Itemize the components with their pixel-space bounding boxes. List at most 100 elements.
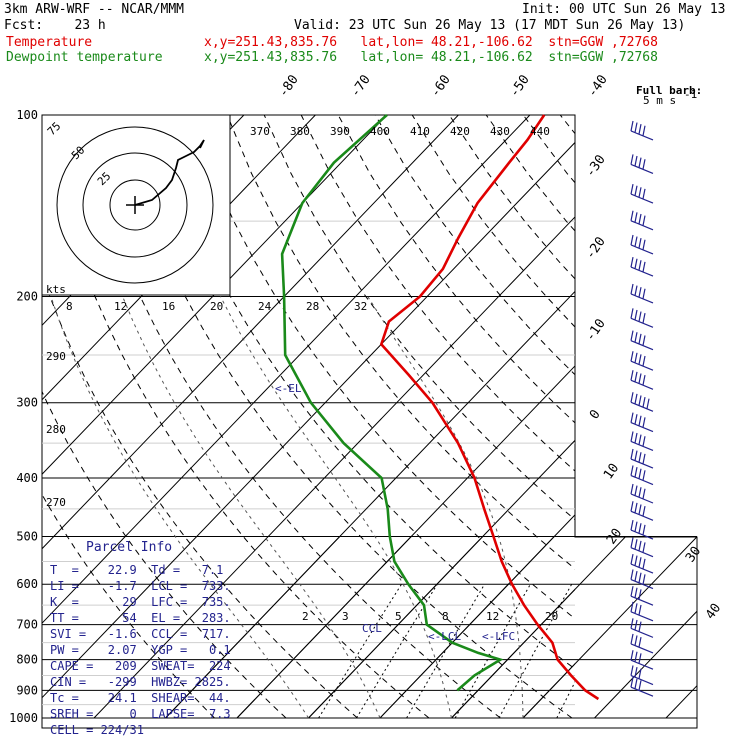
wind-barb-flag <box>642 125 646 136</box>
wind-barb-flag <box>642 542 646 553</box>
barb-legend-unit-exponent: -1 <box>684 88 697 101</box>
wind-barb <box>630 412 654 433</box>
wind-barb-staff <box>630 643 654 654</box>
wind-barb-staff <box>630 674 654 686</box>
wind-barb-flag <box>630 448 634 460</box>
wind-barb <box>630 569 654 590</box>
sounding-annotation: <-LCL <box>428 630 461 643</box>
dry-adiabat-line <box>189 115 575 620</box>
wind-barb-flag <box>638 523 642 534</box>
wind-barb-flag <box>638 653 642 664</box>
wind-barb-flag <box>638 487 642 498</box>
wind-barb <box>630 351 654 371</box>
isotherm-line <box>236 537 412 719</box>
pressure-tick-label: 500 <box>16 529 38 543</box>
isotherm-line <box>42 115 531 624</box>
mixing-ratio-line <box>454 583 531 719</box>
hodograph-ring <box>56 126 214 284</box>
wind-barb-flag <box>638 621 642 632</box>
wind-barb-flag <box>630 519 634 531</box>
wind-barb-flag <box>634 667 638 678</box>
mixing-ratio-label: 8 <box>442 610 449 623</box>
valid-time: Valid: 23 UTC Sun 26 May 13 (17 MDT Sun … <box>294 18 686 33</box>
dry-adiabat-line <box>42 115 430 719</box>
pressure-tick-label: 300 <box>16 396 38 410</box>
mixing-ratio-group <box>318 583 575 719</box>
wind-barb <box>630 154 654 174</box>
wind-barb <box>630 392 654 412</box>
wind-barb-staff <box>630 244 654 255</box>
dry-adiabat-line <box>226 115 575 570</box>
wind-barb-flag <box>634 587 638 598</box>
wind-barb <box>630 618 654 638</box>
isotherm-line <box>379 514 575 719</box>
wind-barb-flag <box>630 120 634 132</box>
wind-barb-flag <box>630 210 634 221</box>
wind-barb-staff <box>630 293 654 304</box>
wind-barb-flag <box>638 434 642 445</box>
wind-barb-flag <box>638 637 642 648</box>
wind-barb-flag <box>642 159 646 170</box>
wind-barb-flag <box>634 521 638 532</box>
wind-barb-flag <box>630 183 634 195</box>
theta-tick-label: 440 <box>530 125 550 138</box>
isotherm-line <box>165 537 340 719</box>
wind-barb-flag <box>634 539 638 550</box>
wind-barb-flag <box>642 261 646 273</box>
wind-barb <box>630 330 654 351</box>
isotherm-line <box>666 115 740 718</box>
wind-barb-flag <box>638 311 642 322</box>
pressure-tick-label: 200 <box>16 290 38 304</box>
wind-barb-flag <box>630 553 634 565</box>
wind-barb-flag <box>642 524 646 536</box>
wind-barb-flag <box>638 589 642 600</box>
wind-barb-flag <box>642 558 646 569</box>
wind-barb-staff <box>630 163 654 174</box>
wind-barb-flag <box>642 374 646 386</box>
wind-barb-flag <box>638 238 642 249</box>
wind-barb-staff <box>630 458 654 469</box>
wind-barb-flag <box>634 485 638 496</box>
wind-barb-staff <box>630 193 654 204</box>
wind-barb-staff <box>630 317 654 328</box>
mixing-ratio-label: 12 <box>486 610 499 623</box>
dry-adiabat-line <box>559 115 575 135</box>
parcel-info-row: SREH = 0 LAPSE= 7.3 <box>50 707 231 721</box>
wind-barb-staff <box>630 266 654 277</box>
wind-barb-flag <box>642 436 646 447</box>
wind-barb-flag <box>630 501 634 512</box>
wind-barb <box>630 537 654 558</box>
wind-barb <box>630 633 654 654</box>
wind-barb-flag <box>630 283 634 295</box>
wind-barb-flag <box>638 415 642 426</box>
mixing-ratio-line <box>556 680 575 719</box>
theta-tick-label: 390 <box>330 125 350 138</box>
parcel-info-row: Tc = 24.1 SHEAR= 44. <box>50 691 231 705</box>
dry-adiabat-line <box>42 493 215 719</box>
wind-barb-flag <box>638 354 642 365</box>
speed-tick-label: 8 <box>66 300 73 313</box>
speed-tick-label: 20 <box>210 300 223 313</box>
wind-barb-flag <box>642 188 646 200</box>
wind-barb-flag <box>642 355 646 367</box>
parcel-info-row: K = 29 LFC = 735. <box>50 595 231 609</box>
isotherm-tick-label: 30 <box>683 544 704 565</box>
wind-barb-flag <box>642 505 646 517</box>
wind-barb-staff <box>630 627 654 638</box>
parcel-info-panel: Parcel Info T = 22.9 Td = 7.1 LI = -1.7 … <box>44 538 234 737</box>
wind-barb-flag <box>630 256 634 268</box>
wind-barb-flag <box>630 465 634 476</box>
theta-tick-label: 370 <box>250 125 270 138</box>
parcel-info-row: CAPE = 209 SWEAT= 224 <box>50 659 231 673</box>
mixing-ratio-label: 2 <box>302 610 309 623</box>
dewpoint-legend-info: x,y=251.43,835.76 lat,lon= 48.21,-106.62… <box>204 50 658 65</box>
wind-barb <box>630 650 654 670</box>
wind-barb-flag <box>634 571 638 582</box>
parcel-info-row: CIN = -299 HWBZ= 2825. <box>50 675 231 689</box>
theta-tick-label: 420 <box>450 125 470 138</box>
theta-tick-label: 380 <box>290 125 310 138</box>
theta-tick-label: 410 <box>410 125 430 138</box>
init-time: Init: 00 UTC Sun 26 May 13 <box>522 2 726 17</box>
isotherm-line <box>379 537 555 719</box>
